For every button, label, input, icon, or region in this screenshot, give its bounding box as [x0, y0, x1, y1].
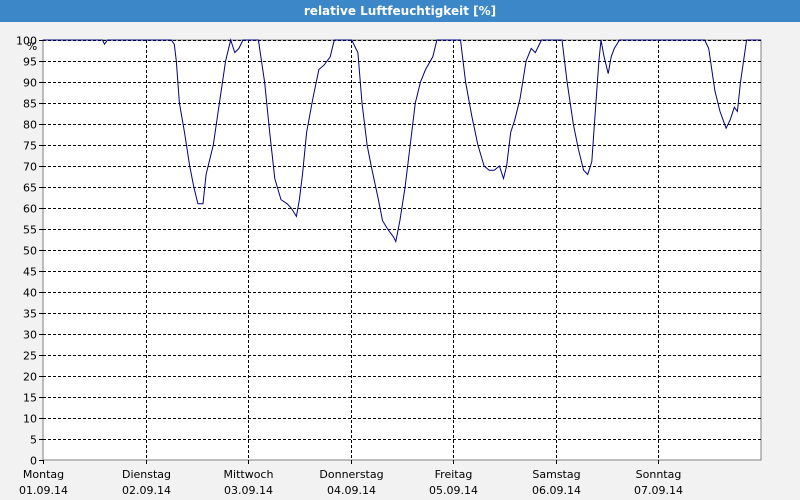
y-tick-label: 0: [30, 455, 37, 468]
y-tick-label: 30: [23, 329, 37, 342]
x-tick-date-label: 01.09.14: [19, 484, 68, 497]
y-tick-label: 5: [30, 434, 37, 447]
y-tick-label: 70: [23, 161, 37, 174]
x-tick-day-label: Sonntag: [636, 468, 682, 481]
x-tick-day-label: Samstag: [532, 468, 580, 481]
x-tick-date-label: 06.09.14: [532, 484, 581, 497]
y-tick-label: 25: [23, 350, 37, 363]
y-tick-label: 15: [23, 392, 37, 405]
x-tick-date-label: 07.09.14: [634, 484, 683, 497]
chart-title: relative Luftfeuchtigkeit [%]: [0, 0, 800, 22]
y-tick-label: 95: [23, 56, 37, 69]
humidity-chart: 0 5 10 15 20 25 30 35 40 45 50 55 60 65 70 75 80 85 90 95 10…: [16, 35, 762, 497]
y-tick-label: 35: [23, 308, 37, 321]
y-axis: 0 5 10 15 20 25 30 35 40 45 50 55 60 65 70 75 80 85 90 95 10…: [16, 35, 43, 468]
humidity-series-line: [43, 38, 761, 244]
plot-area: [42, 39, 762, 461]
y-tick-label: 65: [23, 182, 37, 195]
x-axis: Montag 01.09.14 Dienstag 02.09.14 Mittwoch 03…: [19, 460, 683, 497]
x-tick-day-label: Montag: [23, 468, 64, 481]
y-axis-unit-label: %: [27, 40, 37, 53]
y-tick-label: 75: [23, 140, 37, 153]
y-tick-label: 90: [23, 77, 37, 90]
x-tick-date-label: 04.09.14: [327, 484, 376, 497]
x-tick-day-label: Mittwoch: [224, 468, 274, 481]
y-tick-label: 45: [23, 266, 37, 279]
x-tick-day-label: Freitag: [435, 468, 473, 481]
y-tick-label: 60: [23, 203, 37, 216]
y-tick-label: 55: [23, 224, 37, 237]
y-tick-label: 100: [16, 35, 37, 48]
x-tick-day-label: Dienstag: [122, 468, 171, 481]
gridlines: [43, 40, 761, 460]
x-tick-date-label: 05.09.14: [429, 484, 478, 497]
y-tick-label: 10: [23, 413, 37, 426]
x-tick-date-label: 03.09.14: [224, 484, 273, 497]
y-tick-label: 20: [23, 371, 37, 384]
y-tick-label: 40: [23, 287, 37, 300]
x-tick-day-label: Donnerstag: [319, 468, 383, 481]
x-tick-date-label: 02.09.14: [122, 484, 171, 497]
y-tick-label: 80: [23, 119, 37, 132]
y-tick-label: 85: [23, 98, 37, 111]
y-tick-label: 50: [23, 245, 37, 258]
